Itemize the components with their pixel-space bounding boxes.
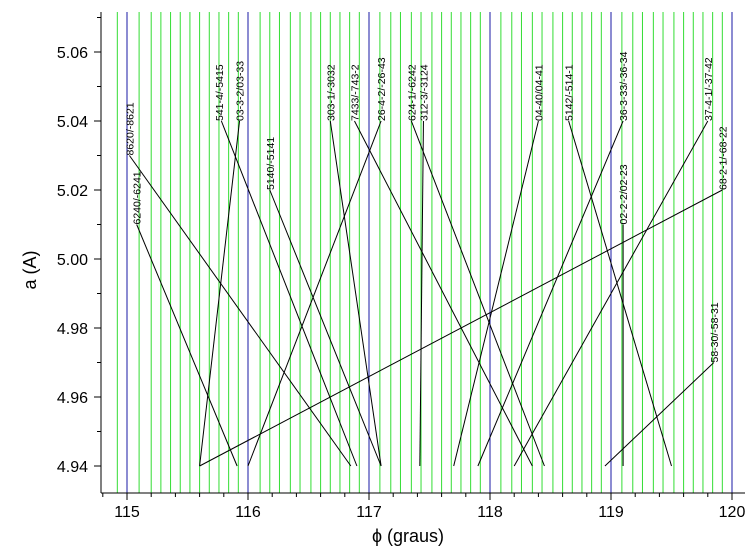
series-lines: [129, 120, 723, 467]
x-tick-label: 119: [598, 504, 624, 521]
y-ticks: 4.94 4.96 4.98 5.00 5.02 5.04 5.06: [57, 17, 101, 476]
series-label: 58-30/-58-31: [709, 302, 721, 362]
series-line: [136, 224, 238, 467]
series-line: [604, 362, 715, 467]
y-tick-label: 5.06: [57, 45, 88, 62]
series-label: 04-40/04-41: [533, 64, 545, 121]
series-line: [419, 120, 424, 467]
x-tick-label: 120: [719, 504, 745, 521]
series-label: 36-3-33/-36-34: [618, 51, 630, 121]
series-label: 7433/-743-2: [349, 64, 361, 121]
series-label: 02-2-2/02-23: [618, 164, 630, 224]
y-tick-label: 4.98: [57, 321, 88, 338]
series-line: [477, 120, 624, 467]
series-line: [220, 120, 358, 467]
series-line: [247, 120, 382, 467]
series-label: 26-4-2/-26-43: [376, 57, 388, 121]
y-tick-label: 5.02: [57, 183, 88, 200]
series-line: [329, 120, 382, 467]
series-line: [129, 155, 352, 467]
series-label: 312-3/-3124: [418, 64, 430, 121]
series-labels: 8620/-8621 6240/-6241 541-4/-5415 03-3-2/03…: [124, 51, 729, 362]
series-line: [568, 120, 672, 467]
series-label: 303-1/-3032: [325, 64, 337, 121]
x-tick-label: 115: [114, 504, 140, 521]
series-label: 03-3-2/03-33: [235, 61, 247, 121]
series-line: [410, 120, 545, 467]
y-tick-label: 5.04: [57, 114, 88, 131]
series-label: 68-2-1/-68-22: [717, 126, 729, 190]
x-tick-label: 118: [477, 504, 503, 521]
y-axis-title: a (A): [20, 250, 40, 289]
series-line: [453, 120, 539, 467]
series-line: [199, 120, 241, 467]
series-label: 541-4/-5415: [214, 64, 226, 121]
y-tick-label: 5.00: [57, 252, 88, 269]
axes: [100, 12, 745, 494]
series-line: [269, 189, 382, 467]
series-label: 6240/-6241: [132, 171, 144, 224]
series-label: 624-1/-6242: [406, 64, 418, 121]
y-tick-label: 4.94: [57, 459, 88, 476]
series-label: 5140/-5141: [265, 137, 277, 190]
x-tick-label: 116: [235, 504, 261, 521]
x-axis-title: ϕ (graus): [372, 526, 444, 546]
series-line: [513, 120, 709, 467]
series-label: 37-4-1/-37-42: [703, 57, 715, 121]
series-label: 5142/-514-1: [564, 64, 576, 121]
x-tick-label: 117: [356, 504, 382, 521]
series-line: [354, 120, 533, 467]
series-line: [199, 189, 723, 467]
y-tick-label: 4.96: [57, 390, 88, 407]
x-ticks: 115 116 117 118 119 120: [102, 493, 745, 521]
series-label: 8620/-8621: [124, 102, 136, 155]
